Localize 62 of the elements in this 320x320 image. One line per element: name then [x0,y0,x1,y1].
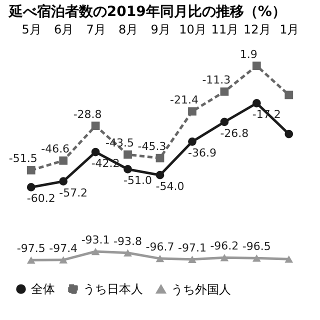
point [188,256,196,263]
legend-label: 全体 [31,282,55,296]
data-label: -93.1 [81,234,110,247]
data-label: -57.2 [59,186,88,200]
data-label: -51.0 [124,174,152,188]
data-label: -93.8 [114,234,142,248]
data-label: -21.4 [170,93,198,106]
point [284,130,294,138]
point [252,254,261,262]
legend-label: うち日本人 [83,282,143,296]
point [59,156,68,165]
x-tick-label: 9月 [150,22,170,36]
data-label: -43.5 [106,136,134,150]
point [59,177,68,186]
data-label: -96.2 [210,240,239,253]
data-label: -51.5 [8,152,38,166]
point [124,165,132,174]
x-tick-label: 6月 [54,22,74,36]
data-label: -60.2 [26,192,56,206]
data-label: -96.7 [146,240,174,254]
point [220,118,229,126]
point [252,98,261,108]
point [188,107,196,116]
point [26,183,36,192]
point [124,249,132,257]
point [124,150,132,159]
point [91,148,100,156]
data-label: -11.3 [202,74,231,87]
data-label: 1.9 [240,48,258,61]
point [59,256,68,264]
point [156,170,164,180]
data-label: -45.3 [138,140,166,154]
data-label: -36.9 [188,146,216,160]
x-tick-label: 8月 [118,22,138,36]
x-tick-label: 11月 [211,22,239,36]
x-tick-label: 12月 [244,22,271,36]
data-label: -46.6 [41,142,70,156]
point [284,90,294,100]
point [284,256,294,263]
point [26,256,36,264]
data-label: -54.0 [156,180,184,194]
legend-label: うち外国人 [171,282,231,296]
chart-title: 延べ宿泊者数の2019年同月比の推移（%） [8,3,286,20]
x-tick-label: 7月 [86,22,106,36]
point [220,254,229,262]
data-label: -97.5 [16,242,46,256]
data-label: -28.8 [73,108,102,121]
point [188,137,196,146]
data-label: -97.4 [49,242,78,255]
point [156,254,164,262]
point [26,166,36,174]
data-label: -96.5 [242,240,271,254]
point [252,62,261,70]
data-label: -97.1 [178,241,206,254]
point [91,122,100,130]
point [91,248,100,256]
point [156,154,164,162]
point [220,87,229,96]
data-label: -26.8 [220,126,249,140]
x-tick-label: 5月 [22,22,42,36]
x-tick-label: 1月 [280,22,300,36]
x-tick-label: 10月 [179,22,206,36]
